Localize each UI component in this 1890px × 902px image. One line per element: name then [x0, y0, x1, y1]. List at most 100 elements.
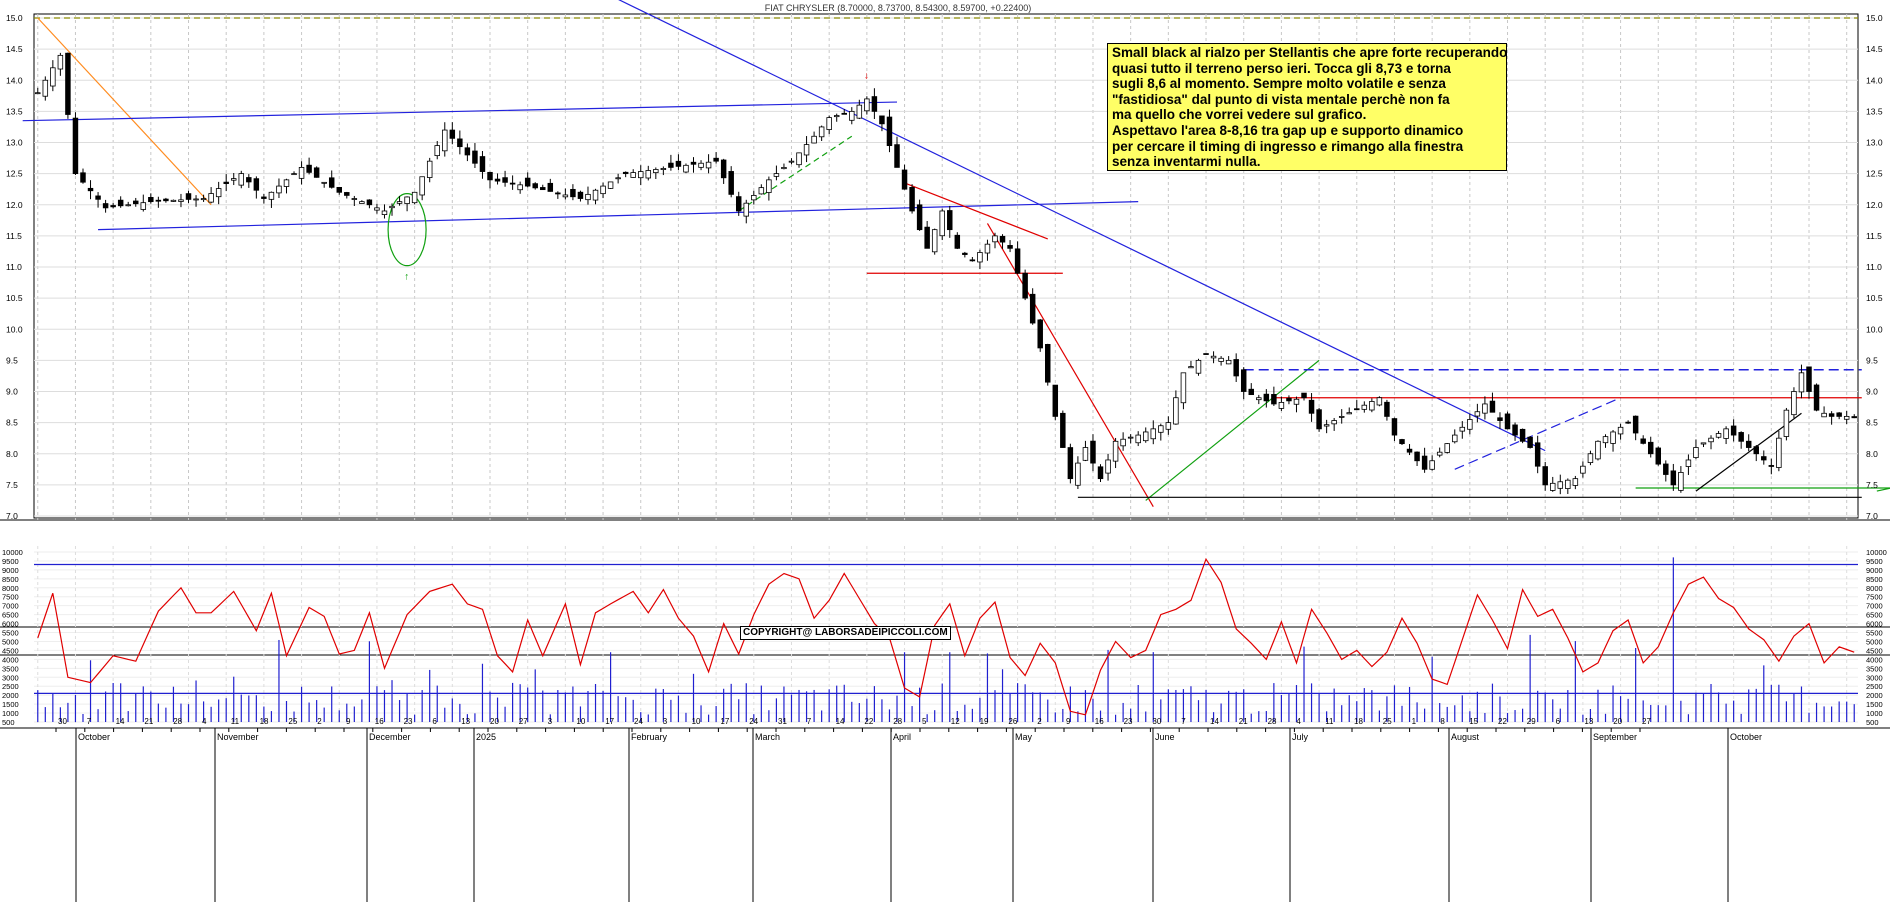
- candle-body: [1278, 401, 1285, 409]
- candle-body: [1248, 388, 1254, 396]
- day-label: 23: [1124, 717, 1133, 726]
- oscillator-line: [37, 557, 1855, 716]
- day-label: 1: [1412, 717, 1417, 726]
- note-line-6: Aspettavo l'area 8-8,16 tra gap up e sup…: [1112, 122, 1464, 138]
- day-label: 21: [144, 717, 153, 726]
- note-line-4: "fastidiosa" dal punto di vista mentale …: [1112, 91, 1450, 107]
- candle-body: [1188, 366, 1194, 369]
- candle-body: [849, 110, 855, 121]
- candle-body: [253, 178, 260, 191]
- candle-body: [1286, 397, 1292, 402]
- green-up-arrow: ↑: [404, 271, 409, 282]
- candle-body: [163, 198, 169, 202]
- month-label: April: [893, 732, 911, 742]
- candle-body: [148, 197, 154, 203]
- osc-tick-right: 9000: [1866, 566, 1883, 575]
- osc-tick-left: 1500: [2, 700, 19, 709]
- candle-body: [668, 162, 674, 168]
- osc-tick-right: 7500: [1866, 593, 1883, 602]
- candle-body: [1142, 431, 1149, 442]
- osc-tick-right: 10000: [1866, 548, 1887, 557]
- candle-body: [1761, 456, 1767, 461]
- candle-body: [110, 205, 116, 208]
- candle-body: [1655, 447, 1662, 465]
- candle-body: [1067, 447, 1074, 480]
- price-tick-left: 12.5: [6, 169, 23, 179]
- candle-body: [720, 159, 727, 179]
- candle-body: [555, 192, 561, 195]
- candle-body: [773, 173, 780, 177]
- candle-body: [713, 157, 719, 162]
- candle-body: [577, 191, 584, 199]
- candle-body: [95, 195, 101, 200]
- day-label: 26: [1008, 717, 1017, 726]
- candle-body: [1414, 451, 1420, 462]
- day-label: 18: [260, 717, 269, 726]
- osc-tick-left: 5000: [2, 637, 19, 646]
- candle-body: [1429, 460, 1435, 470]
- candle-body: [1542, 466, 1548, 486]
- price-tick-right: 9.0: [1866, 387, 1878, 397]
- candle-body: [1587, 453, 1594, 463]
- candle-body: [1617, 426, 1624, 435]
- osc-tick-left: 6500: [2, 611, 19, 620]
- osc-tick-right: 500: [1866, 718, 1879, 727]
- price-tick-left: 9.5: [6, 355, 18, 365]
- candle-body: [1331, 420, 1337, 425]
- price-tick-left: 11.0: [6, 262, 22, 272]
- note-line-1: Small black al rialzo per Stellantis che…: [1112, 45, 1508, 60]
- candle-body: [1663, 463, 1669, 475]
- red-down-arrow: ↓: [864, 70, 869, 81]
- price-tick-right: 10.5: [1866, 293, 1883, 303]
- oscillator-grid: [34, 546, 1858, 726]
- candle-body: [562, 194, 569, 198]
- osc-tick-right: 4500: [1866, 646, 1883, 655]
- candle-body: [366, 199, 373, 206]
- candle-body: [351, 198, 358, 200]
- day-label: 25: [1383, 717, 1392, 726]
- candle-body: [1828, 413, 1835, 417]
- candle-body: [1580, 465, 1586, 474]
- day-label: 29: [1527, 717, 1536, 726]
- candle-body: [547, 182, 554, 192]
- day-label: 28: [1268, 717, 1277, 726]
- price-tick-right: 13.0: [1866, 138, 1883, 148]
- osc-tick-right: 1000: [1866, 709, 1883, 718]
- day-label: 13: [1584, 717, 1593, 726]
- month-label: October: [78, 732, 110, 742]
- osc-tick-right: 6000: [1866, 620, 1883, 629]
- price-tick-right: 7.5: [1866, 480, 1878, 490]
- price-tick-left: 12.0: [6, 200, 23, 210]
- day-label: 3: [548, 717, 553, 726]
- note-line-7: per cercare il timing di ingresso e rima…: [1112, 138, 1464, 154]
- day-label: 24: [749, 717, 758, 726]
- candle-body: [35, 92, 41, 95]
- candle-body: [818, 126, 825, 138]
- osc-tick-left: 1000: [2, 709, 19, 718]
- price-tick-left: 10.0: [6, 324, 23, 334]
- day-label: 7: [87, 717, 92, 726]
- candle-body: [1444, 443, 1450, 453]
- candle-body: [1135, 434, 1141, 444]
- candle-body: [1776, 437, 1782, 468]
- candle-body: [1738, 432, 1744, 442]
- day-label: 22: [864, 717, 873, 726]
- candle-body: [984, 243, 991, 254]
- candle-body: [992, 235, 998, 243]
- day-label: 30: [58, 717, 67, 726]
- day-label: 20: [490, 717, 499, 726]
- candle-body: [607, 181, 614, 189]
- price-tick-right: 13.5: [1866, 106, 1883, 116]
- osc-tick-right: 7000: [1866, 602, 1883, 611]
- candle-body: [65, 52, 71, 115]
- candle-body: [1361, 404, 1368, 410]
- candle-body: [140, 202, 147, 210]
- candle-body: [434, 145, 440, 157]
- day-label: 30: [1152, 717, 1161, 726]
- candle-body: [781, 166, 787, 170]
- osc-tick-left: 7500: [2, 593, 19, 602]
- candle-body: [954, 234, 961, 249]
- osc-tick-right: 8500: [1866, 575, 1883, 584]
- candle-body: [1045, 344, 1051, 383]
- channel-top-line: [22, 101, 898, 122]
